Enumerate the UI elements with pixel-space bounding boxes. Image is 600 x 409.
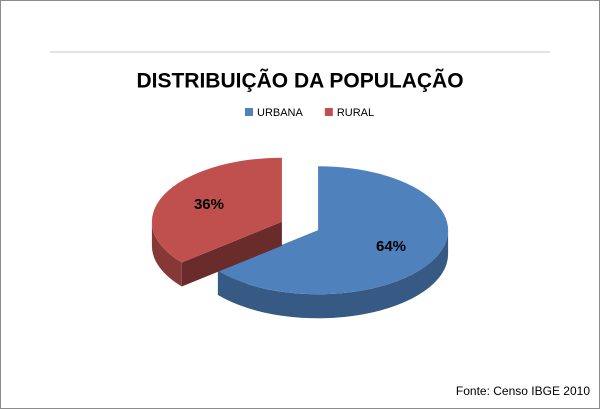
legend-label: URBANA xyxy=(257,107,304,119)
slice-cut-face xyxy=(181,221,282,287)
source-note: Fonte: Censo IBGE 2010 xyxy=(456,384,590,398)
slice xyxy=(151,157,282,263)
legend-swatch xyxy=(324,108,333,116)
legend-swatch xyxy=(245,108,253,116)
value-label: 64% xyxy=(376,238,406,255)
slice-side xyxy=(217,230,449,319)
slice xyxy=(217,166,449,295)
legend-label: RURAL xyxy=(337,107,374,119)
value-label: 36% xyxy=(194,196,224,213)
slice-side xyxy=(151,221,182,287)
chart-title: DISTRIBUIÇÃO DA POPULAÇÃO xyxy=(136,70,463,93)
